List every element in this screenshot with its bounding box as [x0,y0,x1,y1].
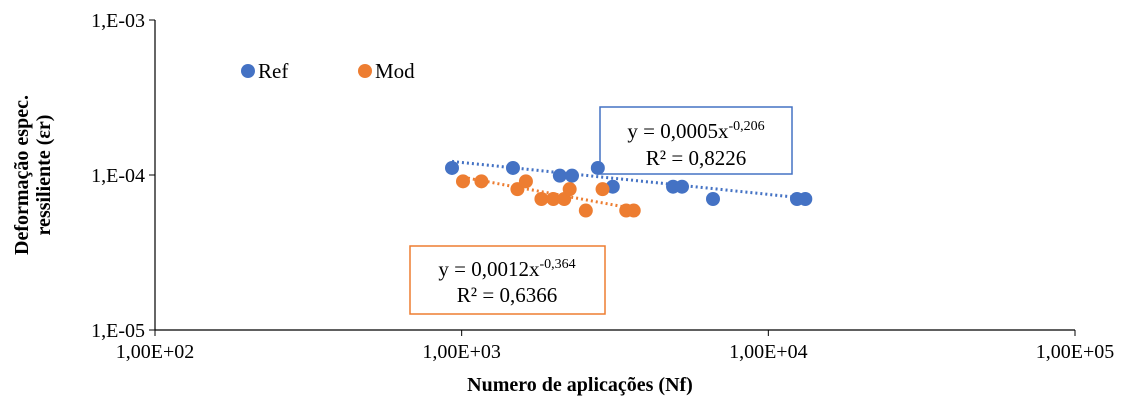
x-tick-label: 1,00E+04 [729,341,808,363]
equation-text: y = 0,0012x [438,257,540,281]
point [474,174,489,189]
point [546,192,561,207]
point [675,179,690,194]
equation-exponent: -0,206 [728,119,764,134]
trendline [451,159,806,200]
point [565,168,580,183]
y-tick-label: 1,E-04 [91,165,145,187]
legend-marker [358,64,372,78]
equation-text: y = 0,0005x [627,119,729,143]
x-tick-label: 1,00E+02 [116,341,195,363]
trendline-equation: y = 0,0005x-0,206 [627,119,764,143]
point [455,174,470,189]
point [705,192,720,207]
point [595,182,610,197]
trendline-r2: R² = 0,6366 [457,283,557,307]
legend-label: Mod [375,59,415,83]
point [518,174,533,189]
point [626,203,641,218]
trendline-equation: y = 0,0012x-0,364 [438,257,575,281]
point [590,160,605,175]
y-axis-title: Deformação espec. [11,95,33,255]
y-tick-label: 1,E-05 [91,320,145,342]
point [578,203,593,218]
y-axis-title: ressiliente (εr) [33,115,55,236]
annotation-box [409,245,606,315]
point [445,160,460,175]
point [505,160,520,175]
x-tick-label: 1,00E+03 [422,341,501,363]
y-tick-label: 1,E-03 [91,10,145,32]
x-tick-label: 1,00E+05 [1036,341,1115,363]
x-axis-title: Numero de aplicações (Nf) [467,374,693,396]
point [798,192,813,207]
trendline-r2: R² = 0,8226 [646,146,746,170]
point [534,192,549,207]
point [552,168,567,183]
annotation-box [599,106,793,175]
equation-exponent: -0,364 [539,257,575,272]
legend-marker [241,64,255,78]
point [562,182,577,197]
legend-label: Ref [258,59,288,83]
trendline [462,175,634,211]
